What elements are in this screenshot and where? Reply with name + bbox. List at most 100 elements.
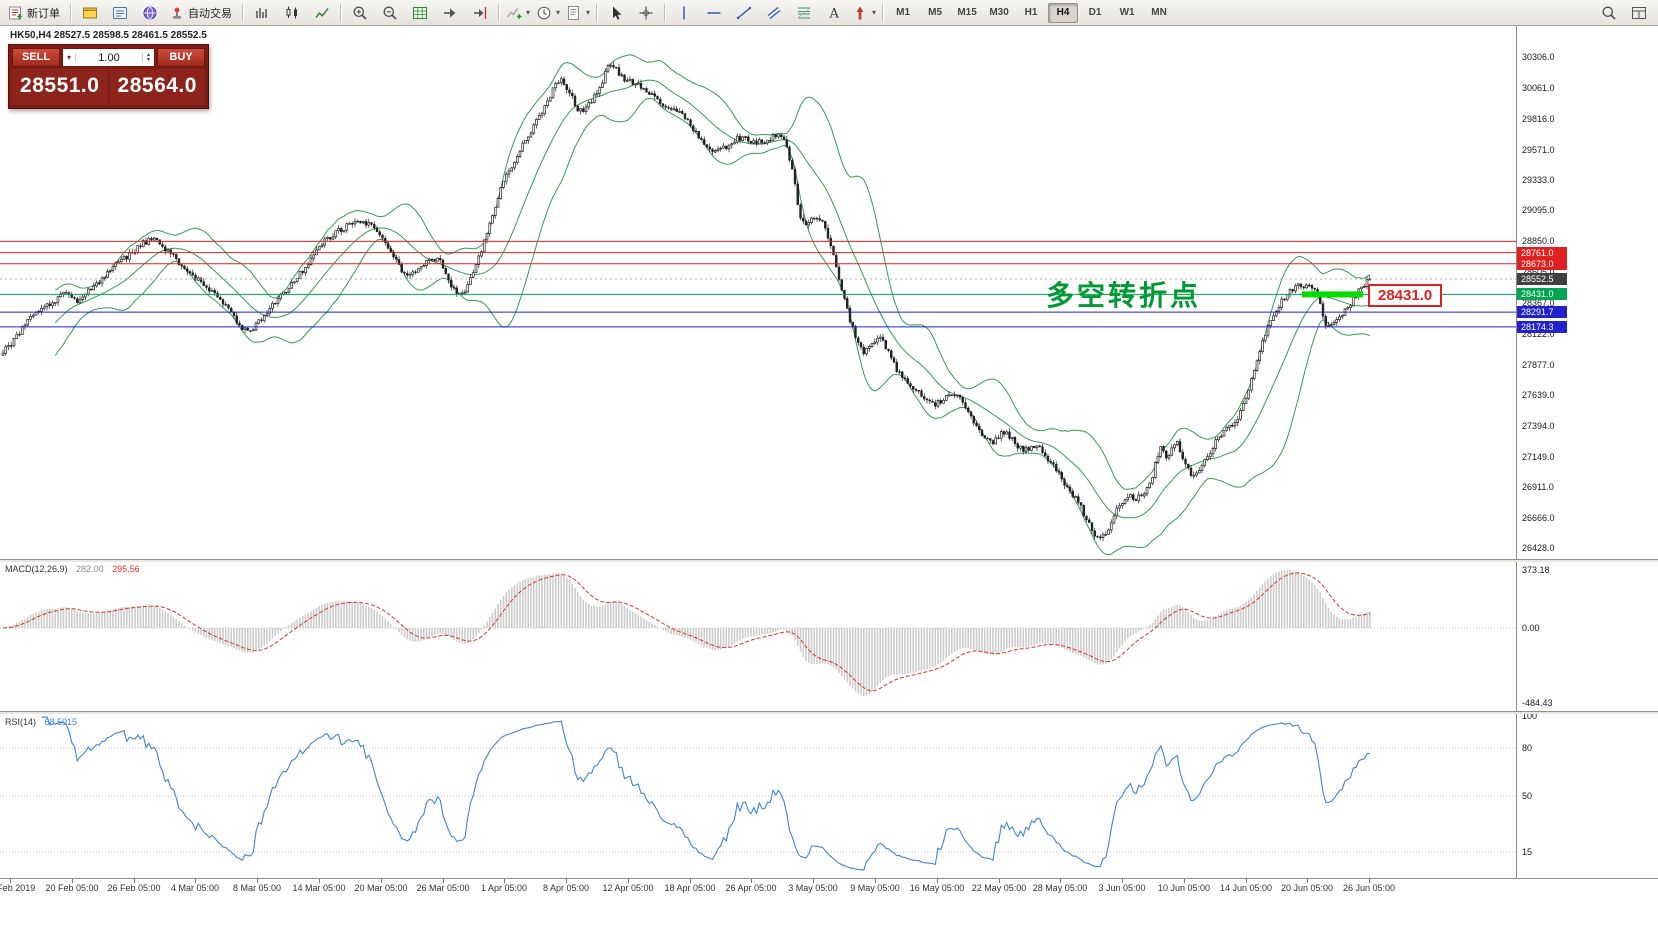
time-label: 26 Mar 05:00 [416, 883, 470, 893]
price-tick: 26911.0 [1522, 481, 1554, 492]
buy-price[interactable]: 28564.0 [109, 69, 205, 105]
search-button[interactable] [1594, 1, 1624, 25]
templates-button[interactable]: ▾ [563, 1, 593, 25]
linechart-icon [315, 7, 329, 18]
time-label: 14 Jun 05:00 [1219, 883, 1273, 893]
price-tag: 28431.0 [1517, 288, 1567, 301]
price-scale[interactable]: 30306.0 30061.0 29816.0 29571.0 29333.0 29095… [1516, 26, 1658, 878]
timeframe-m5-button[interactable]: M5 [928, 7, 943, 18]
svg-text:A: A [829, 6, 840, 21]
indicators-icon [507, 7, 522, 19]
chart-canvas[interactable] [0, 0, 1516, 878]
rsi-tick: 100 [1522, 711, 1538, 721]
grid-icon [413, 6, 427, 19]
macd-tick: 0.00 [1522, 623, 1540, 633]
time-label: 4 Mar 05:00 [170, 883, 220, 893]
panel-divider-rsi[interactable] [0, 711, 1658, 714]
new-order-button[interactable]: 新订单 [4, 1, 67, 25]
toolbar-separator [664, 3, 667, 22]
vertical-line-button[interactable] [669, 1, 699, 25]
time-tick [257, 879, 258, 883]
time-tick [1122, 879, 1123, 883]
text-label-button[interactable]: A [819, 1, 849, 25]
chart-shift-button[interactable] [465, 1, 495, 25]
price-tick: 30306.0 [1522, 52, 1555, 62]
indicators-button[interactable]: ▾ [503, 1, 533, 25]
crosshair-button[interactable] [631, 1, 661, 25]
trade-panel-prices-row: 28551.0 28564.0 [9, 69, 208, 108]
zoom-in-button[interactable] [345, 1, 375, 25]
time-tick [1060, 879, 1061, 883]
price-tag: 28291.7 [1517, 306, 1567, 319]
time-label: 22 May 05:00 [971, 883, 1027, 893]
rsi-value: 68.5015 [44, 717, 78, 727]
data-window-button[interactable] [105, 1, 135, 25]
charts-window-button[interactable] [75, 1, 105, 25]
navigator-button[interactable] [135, 1, 165, 25]
autoscroll-icon [444, 8, 456, 17]
macd-panel [0, 570, 1516, 697]
dropdown-caret-icon: ▾ [586, 8, 591, 17]
price-tick: 27394.0 [1522, 420, 1555, 431]
trendline-button[interactable] [729, 1, 759, 25]
cursor-button[interactable] [601, 1, 631, 25]
auto-scroll-button[interactable] [435, 1, 465, 25]
price-tag: 28673.0 [1517, 257, 1567, 270]
annotation-text: 多空转折点 [1046, 280, 1202, 311]
time-tick [813, 879, 814, 883]
volume-box[interactable]: ▾ 1.00 ▴ ▾ [62, 48, 155, 67]
cursor-icon [613, 6, 622, 20]
arrows-button[interactable]: ▾ [849, 1, 879, 25]
volume-input[interactable]: 1.00 [98, 51, 120, 64]
grid-button[interactable] [405, 1, 435, 25]
price-callout[interactable]: 28431.0 [1368, 284, 1443, 307]
rsi-name: RSI(14) [5, 717, 37, 727]
main-chart-panel [0, 54, 1516, 556]
timeframe-w1-button[interactable]: W1 [1119, 7, 1135, 18]
timeframe-mn-button[interactable]: MN [1151, 7, 1167, 18]
horizontal-line-button[interactable] [699, 1, 729, 25]
bar-chart-button[interactable] [247, 1, 277, 25]
timeframe-m1-button[interactable]: M1 [896, 7, 911, 18]
time-tick [319, 879, 320, 883]
arrows-icon [856, 6, 864, 19]
timeframe-d1-button[interactable]: D1 [1088, 7, 1102, 18]
time-axis[interactable]: 14 Feb 2019 20 Feb 05:00 26 Feb 05:00 4 Mar… [0, 878, 1658, 950]
clock-icon [537, 6, 551, 19]
layouts-button[interactable] [1624, 1, 1654, 25]
time-tick [1369, 879, 1370, 883]
time-label: 12 Apr 05:00 [602, 883, 654, 893]
timeframe-m15-button[interactable]: M15 [957, 7, 977, 18]
timeframe-h4-button[interactable]: H4 [1048, 2, 1079, 23]
sell-price[interactable]: 28551.0 [12, 69, 108, 105]
line-chart-button[interactable] [307, 1, 337, 25]
time-label: 14 Mar 05:00 [292, 883, 346, 893]
time-label: 26 Feb 05:00 [107, 883, 161, 893]
price-tag: 28174.3 [1517, 320, 1567, 333]
time-label: 20 Jun 05:00 [1280, 883, 1334, 893]
volume-spinner[interactable]: ▴ ▾ [142, 52, 154, 62]
macd-name: MACD(12,26,9) [5, 564, 68, 574]
periods-button[interactable]: ▾ [533, 1, 563, 25]
equidistant-channel-button[interactable] [759, 1, 789, 25]
new-order-icon [9, 6, 22, 19]
candlestick-chart-button[interactable] [277, 1, 307, 25]
price-tick: 28367.0 [1522, 297, 1555, 308]
time-label: 26 Jun 05:00 [1342, 883, 1396, 893]
sell-button[interactable]: SELL [12, 48, 60, 67]
timeframe-h1-button[interactable]: H1 [1024, 7, 1038, 18]
fibonacci-button[interactable] [789, 1, 819, 25]
time-label: 9 May 05:00 [850, 883, 900, 893]
autotrading-button[interactable]: 自动交易 [165, 1, 239, 25]
toolbar-separator [340, 3, 342, 22]
volume-dropdown-icon[interactable]: ▾ [63, 53, 76, 62]
buy-button[interactable]: BUY [157, 48, 205, 67]
time-tick [1184, 879, 1185, 883]
timeframe-m30-button[interactable]: M30 [989, 7, 1009, 18]
time-tick [937, 879, 938, 883]
time-tick [72, 879, 73, 883]
zoom-out-button[interactable] [375, 1, 405, 25]
time-label: 3 May 05:00 [788, 883, 838, 893]
price-tick: 29333.0 [1522, 175, 1555, 186]
panel-divider-macd[interactable] [0, 559, 1658, 562]
